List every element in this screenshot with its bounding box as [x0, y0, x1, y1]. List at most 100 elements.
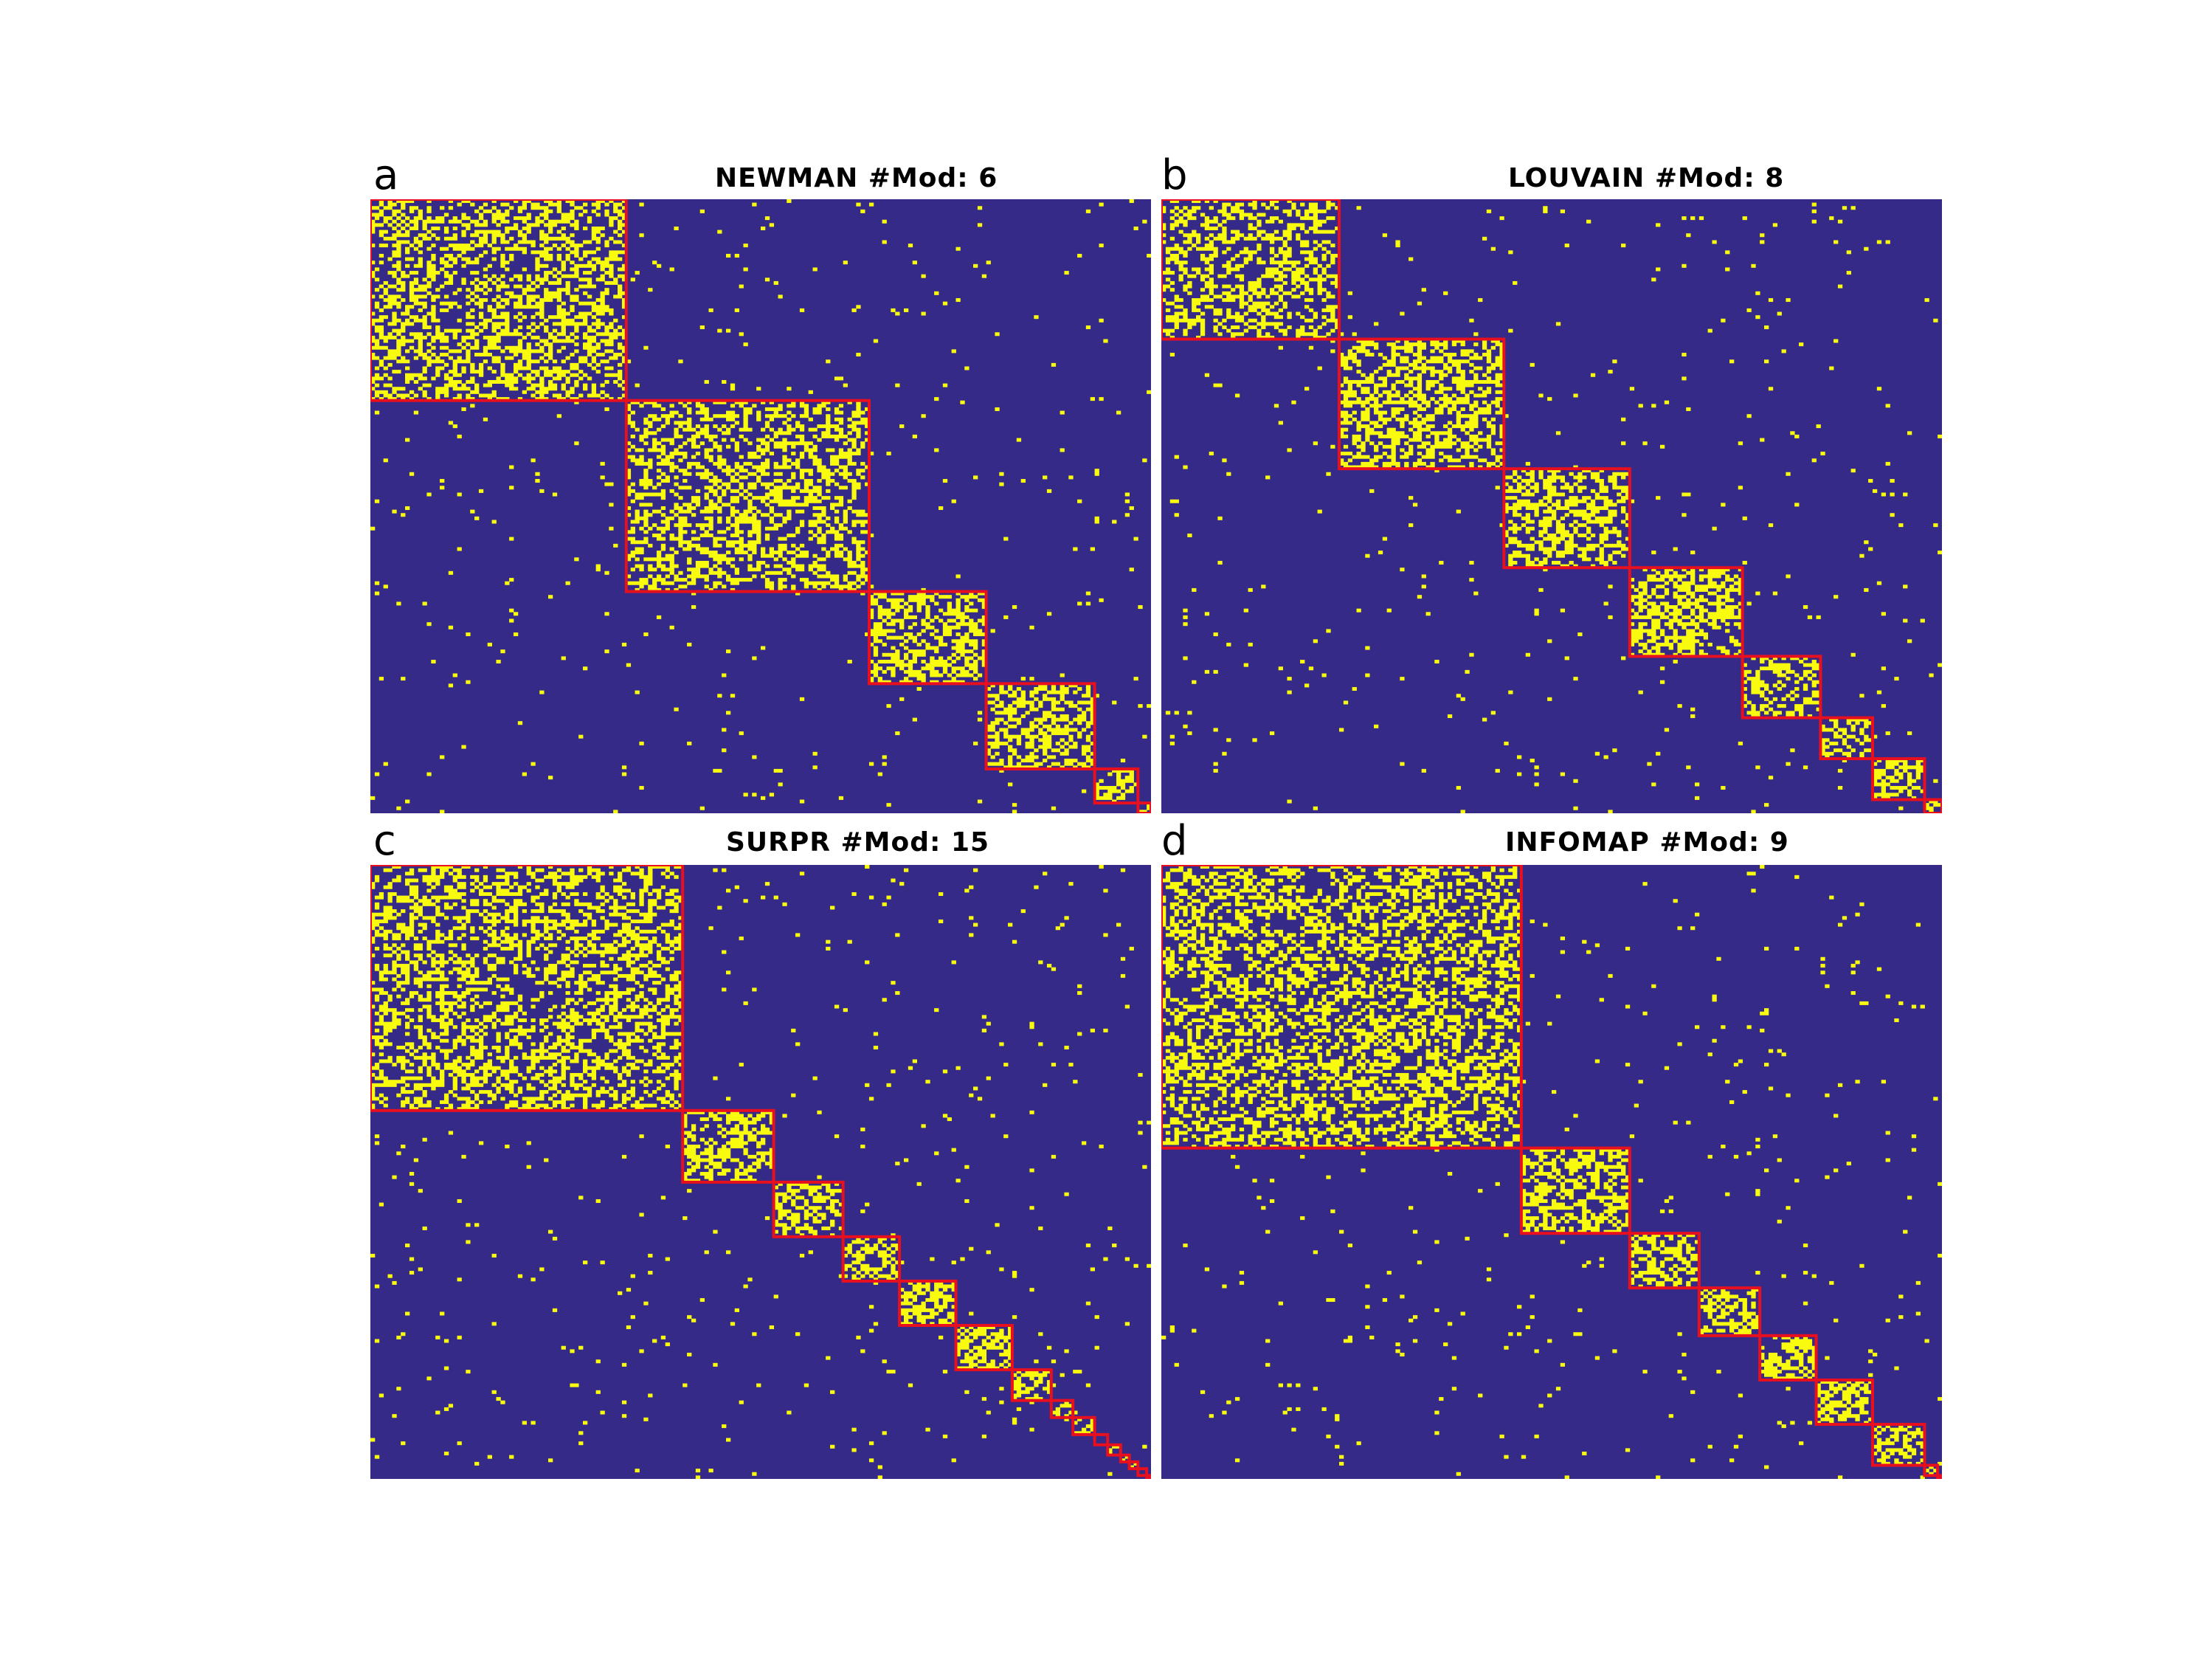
- edge-cell: [561, 301, 566, 306]
- edge-cell: [795, 530, 801, 534]
- edge-cell: [1621, 489, 1631, 493]
- edge-cell: [1261, 288, 1266, 292]
- edge-cell: [1564, 540, 1574, 545]
- edge-cell: [422, 315, 427, 320]
- edge-cell: [474, 288, 484, 292]
- edge-cell: [1099, 397, 1104, 401]
- edge-cell: [609, 335, 618, 339]
- edge-cell: [383, 291, 388, 295]
- edge-cell: [635, 516, 649, 520]
- edge-cell: [630, 434, 635, 438]
- edge-cell: [621, 244, 627, 248]
- edge-cell: [734, 520, 761, 524]
- edge-cell: [1317, 366, 1322, 370]
- edge-cell: [539, 1021, 545, 1026]
- edge-cell: [891, 673, 896, 677]
- edge-cell: [955, 642, 965, 646]
- edge-cell: [405, 933, 415, 937]
- edge-cell: [799, 400, 805, 404]
- edge-cell: [656, 956, 666, 961]
- edge-cell: [530, 922, 536, 927]
- edge-cell: [1495, 404, 1500, 408]
- edge-cell: [1378, 366, 1383, 370]
- edge-cell: [761, 574, 766, 579]
- edge-cell: [908, 595, 935, 599]
- edge-cell: [1178, 277, 1183, 282]
- edge-cell: [652, 581, 657, 585]
- edge-cell: [639, 584, 644, 589]
- edge-cell: [505, 1032, 510, 1036]
- edge-cell: [448, 956, 454, 961]
- edge-cell: [526, 301, 531, 306]
- edge-cell: [618, 226, 623, 230]
- edge-cell: [595, 981, 605, 985]
- edge-cell: [1707, 622, 1717, 627]
- edge-cell: [483, 267, 488, 272]
- edge-cell: [1924, 806, 1934, 810]
- edge-cell: [1673, 652, 1678, 657]
- edge-cell: [725, 328, 731, 333]
- edge-cell: [474, 868, 480, 872]
- edge-cell: [1282, 332, 1288, 337]
- edge-cell: [860, 209, 865, 213]
- edge-cell: [1552, 540, 1561, 545]
- edge-cell: [570, 950, 575, 954]
- edge-cell: [973, 646, 978, 650]
- edge-cell: [725, 560, 731, 565]
- edge-cell: [1020, 714, 1026, 718]
- edge-cell: [895, 663, 913, 667]
- edge-cell: [773, 434, 778, 438]
- edge-cell: [734, 441, 740, 446]
- edge-cell: [1439, 404, 1448, 408]
- edge-cell: [517, 230, 523, 234]
- edge-cell: [491, 216, 505, 221]
- edge-cell: [574, 328, 579, 333]
- edge-cell: [756, 533, 761, 537]
- edge-cell: [383, 916, 397, 920]
- edge-cell: [1213, 383, 1223, 387]
- edge-cell: [478, 311, 484, 316]
- edge-cell: [1473, 400, 1479, 404]
- edge-cell: [1409, 448, 1414, 452]
- edge-cell: [422, 383, 432, 387]
- edge-cell: [1187, 280, 1192, 285]
- edge-cell: [595, 564, 601, 568]
- edge-cell: [1768, 707, 1774, 711]
- edge-cell: [448, 570, 454, 575]
- edge-cell: [787, 410, 792, 415]
- edge-cell: [1226, 328, 1231, 333]
- edge-cell: [860, 591, 865, 596]
- edge-cell: [1842, 741, 1848, 745]
- edge-cell: [1764, 686, 1769, 691]
- edge-cell: [1443, 393, 1448, 398]
- edge-cell: [466, 294, 471, 299]
- edge-cell: [1543, 551, 1552, 555]
- edge-cell: [1768, 523, 1774, 528]
- edge-cell: [1008, 686, 1013, 691]
- edge-cell: [392, 1018, 401, 1023]
- edge-cell: [713, 537, 727, 541]
- edge-cell: [466, 1018, 471, 1023]
- edge-cell: [565, 926, 575, 931]
- edge-cell: [583, 332, 588, 337]
- edge-cell: [474, 885, 480, 889]
- edge-cell: [1725, 598, 1735, 602]
- edge-cell: [799, 438, 805, 442]
- edge-cell: [981, 652, 987, 657]
- edge-cell: [656, 461, 674, 466]
- edge-cell: [574, 991, 584, 996]
- edge-cell: [1226, 261, 1231, 265]
- edge-cell: [930, 669, 939, 674]
- edge-cell: [734, 308, 740, 312]
- edge-cell: [574, 271, 579, 275]
- edge-cell: [621, 642, 627, 646]
- edge-cell: [1599, 469, 1604, 473]
- edge-cell: [401, 987, 406, 992]
- edge-cell: [1326, 274, 1340, 278]
- edge-cell: [834, 407, 840, 411]
- edge-cell: [1252, 738, 1257, 742]
- edge-cell: [969, 885, 974, 889]
- edge-cell: [886, 622, 896, 627]
- edge-cell: [513, 902, 527, 906]
- edge-cell: [1751, 714, 1760, 718]
